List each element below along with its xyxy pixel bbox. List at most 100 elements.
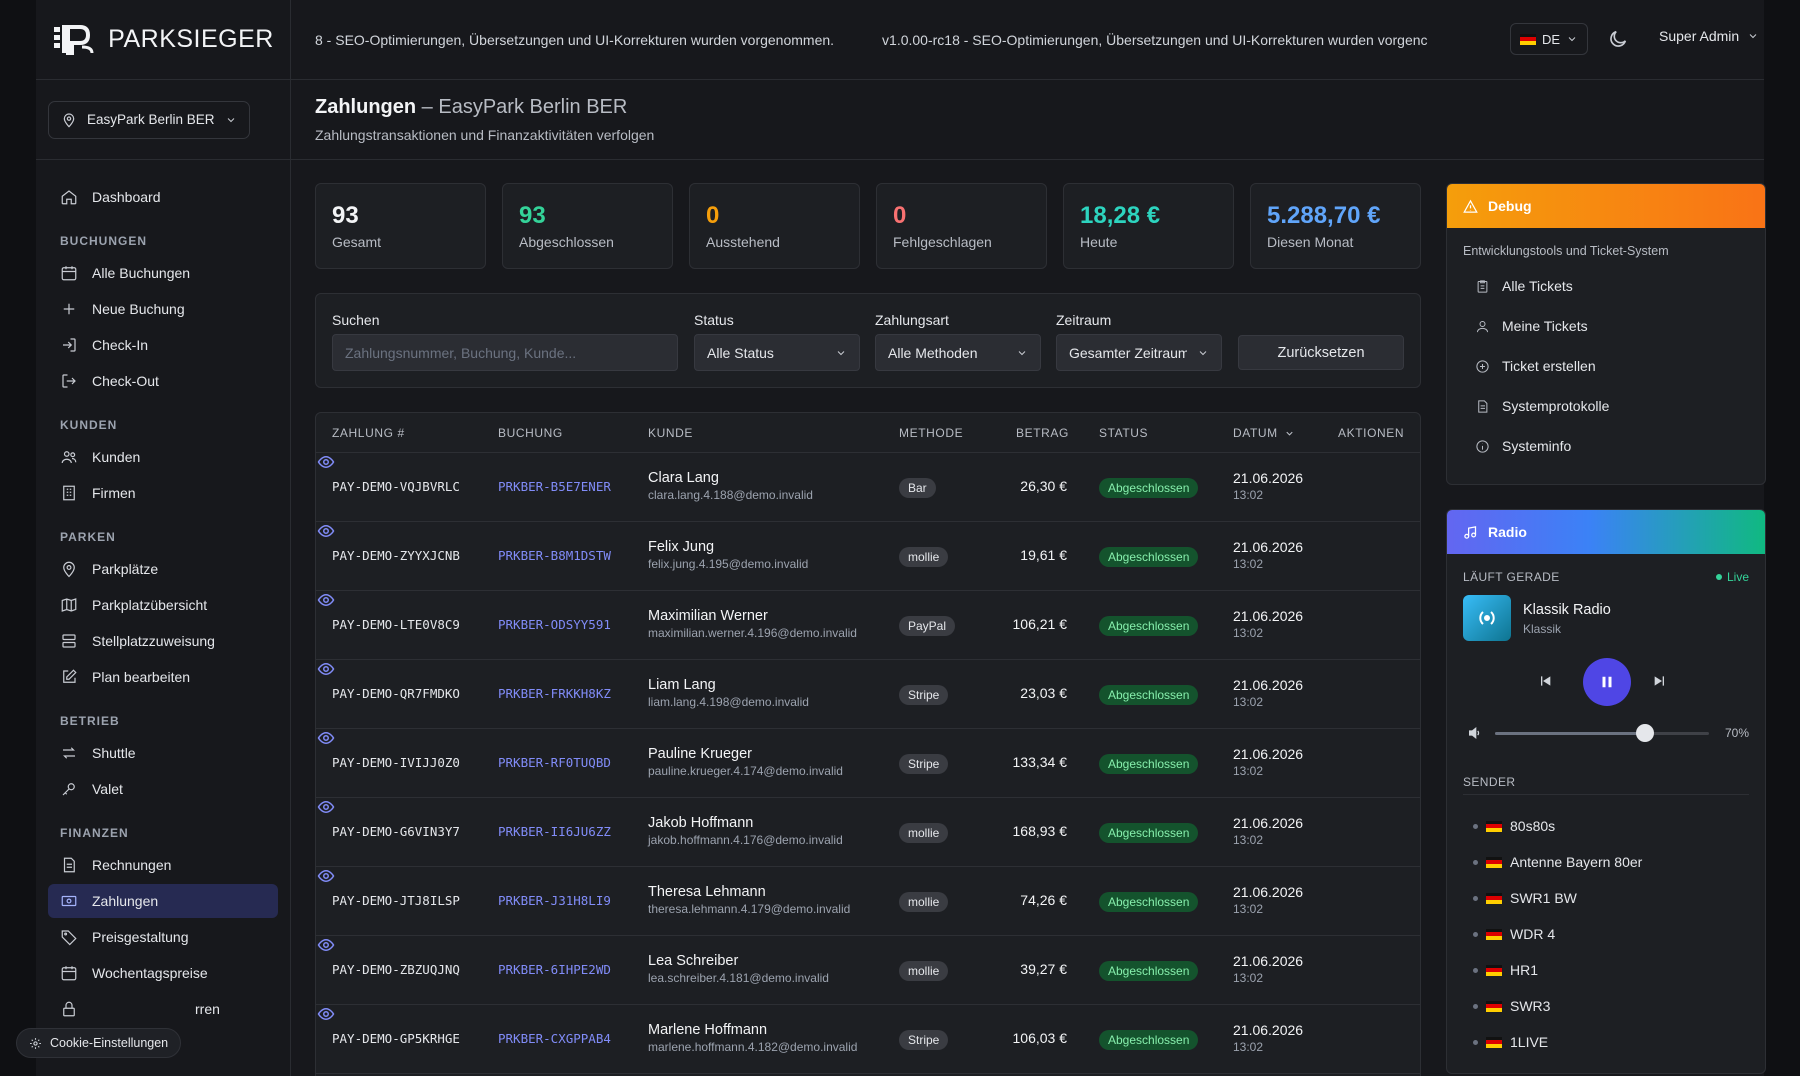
- page-title-sep: –: [416, 96, 439, 118]
- debug-item-alle-tickets[interactable]: Alle Tickets: [1447, 266, 1765, 306]
- sender-item[interactable]: 1LIVE: [1473, 1024, 1642, 1060]
- user-menu[interactable]: Super Admin: [1659, 28, 1759, 44]
- volume-icon[interactable]: [1467, 725, 1483, 741]
- next-icon[interactable]: [1652, 673, 1668, 689]
- col-header-datum[interactable]: DATUM: [1233, 426, 1295, 440]
- home-icon: [61, 190, 77, 205]
- sidebar-item-label: Firmen: [92, 485, 136, 501]
- table-row[interactable]: PAY-DEMO-LTE0V8C9 PRKBER-ODSYY591 Maximili…: [316, 591, 1420, 660]
- eye-icon[interactable]: [316, 591, 336, 609]
- pause-button[interactable]: [1583, 658, 1631, 706]
- sidebar-item-valet[interactable]: Valet: [48, 772, 278, 806]
- radio-panel-header[interactable]: Radio: [1447, 510, 1765, 554]
- app-shell: PARKSIEGER EasyPark Berlin BER Dashboard…: [36, 0, 1766, 1076]
- sidebar-item-plan-bearbeiten[interactable]: Plan bearbeiten: [48, 660, 278, 694]
- col-header-betrag[interactable]: BETRAG: [1016, 426, 1069, 440]
- sidebar-item-parkplaetze[interactable]: Parkplätze: [48, 552, 278, 586]
- table-row[interactable]: PAY-DEMO-VQJBVRLC PRKBER-B5E7ENER Clara La…: [316, 453, 1420, 522]
- booking-link[interactable]: PRKBER-FRKKH8KZ: [498, 686, 611, 701]
- table-row[interactable]: PAY-DEMO-IVIJJ0Z0 PRKBER-RF0TUQBD Pauline …: [316, 729, 1420, 798]
- sidebar-item-firmen[interactable]: Firmen: [48, 476, 278, 510]
- sender-item[interactable]: HR1: [1473, 952, 1642, 988]
- sender-item[interactable]: SWR1 BW: [1473, 880, 1642, 916]
- eye-icon[interactable]: [316, 1005, 336, 1023]
- cookie-settings-button[interactable]: Cookie-Einstellungen: [16, 1028, 182, 1058]
- status-dot: [1473, 1039, 1478, 1045]
- sidebar-item-label: Alle Buchungen: [92, 265, 191, 281]
- sidebar-item-rechnungen[interactable]: Rechnungen: [48, 848, 278, 882]
- sidebar-item-neue-buchung[interactable]: Neue Buchung: [48, 292, 278, 326]
- sidebar-item-dashboard[interactable]: Dashboard: [48, 180, 278, 214]
- table-row[interactable]: PAY-DEMO-ZYYXJCNB PRKBER-B8M1DSTW Felix Ju…: [316, 522, 1420, 591]
- debug-panel-header[interactable]: Debug: [1447, 184, 1765, 228]
- stat-value: 0: [706, 202, 720, 229]
- eye-icon[interactable]: [316, 453, 336, 471]
- sender-item[interactable]: WDR 4: [1473, 916, 1642, 952]
- sidebar-item-shuttle[interactable]: Shuttle: [48, 736, 278, 770]
- eye-icon[interactable]: [316, 798, 336, 816]
- sidebar-item-check-out[interactable]: Check-Out: [48, 364, 278, 398]
- amount: 26,30 €: [1020, 478, 1067, 494]
- eye-icon[interactable]: [316, 729, 336, 747]
- debug-item-ticket-erstellen[interactable]: Ticket erstellen: [1447, 346, 1765, 386]
- customer-cell: Theresa Lehmann theresa.lehmann.4.179@dem…: [648, 884, 850, 916]
- language-selector[interactable]: DE: [1510, 23, 1588, 55]
- sidebar-item-wochentagspreise[interactable]: Wochentagspreise: [48, 956, 278, 990]
- customer-email: theresa.lehmann.4.179@demo.invalid: [648, 902, 851, 916]
- status-select[interactable]: Alle Status: [694, 334, 860, 371]
- table-row[interactable]: PAY-DEMO-QR7FMDKO PRKBER-FRKKH8KZ Liam Lan…: [316, 660, 1420, 729]
- cookie-settings-label: Cookie-Einstellungen: [50, 1036, 169, 1050]
- eye-icon[interactable]: [316, 936, 336, 954]
- sender-item[interactable]: Antenne Bayern 80er: [1473, 844, 1642, 880]
- booking-link[interactable]: PRKBER-ODSYY591: [498, 617, 611, 632]
- reset-button[interactable]: Zurücksetzen: [1238, 335, 1404, 370]
- eye-icon[interactable]: [316, 522, 336, 540]
- date-cell: 21.06.2026 13:02: [1233, 884, 1303, 916]
- eye-icon[interactable]: [316, 867, 336, 885]
- method-select[interactable]: Alle Methoden: [875, 334, 1041, 371]
- sidebar-item-stellplatzzuweisung[interactable]: Stellplatzzuweisung: [48, 624, 278, 658]
- col-header-zahlung[interactable]: ZAHLUNG #: [332, 426, 405, 440]
- sender-item[interactable]: SWR3: [1473, 988, 1642, 1024]
- table-row[interactable]: PAY-DEMO-JTJ8ILSP PRKBER-J31H8LI9 Theresa …: [316, 867, 1420, 936]
- sidebar-item-check-in[interactable]: Check-In: [48, 328, 278, 362]
- booking-link[interactable]: PRKBER-II6JU6ZZ: [498, 824, 611, 839]
- sidebar-item-kunden[interactable]: Kunden: [48, 440, 278, 474]
- status-badge: Abgeschlossen: [1099, 823, 1199, 843]
- debug-item-systeminfo[interactable]: Systeminfo: [1447, 426, 1765, 466]
- sidebar-item-sperren[interactable]: rren: [48, 992, 278, 1026]
- booking-link[interactable]: PRKBER-6IHPE2WD: [498, 962, 611, 977]
- stat-card-diesen-monat: 5.288,70 € Diesen Monat: [1250, 183, 1421, 269]
- brand-logo[interactable]: PARKSIEGER: [36, 0, 290, 80]
- volume-slider[interactable]: [1495, 732, 1709, 735]
- table-row[interactable]: PAY-DEMO-ZBZUQJNQ PRKBER-6IHPE2WD Lea Schr…: [316, 936, 1420, 1005]
- col-header-methode[interactable]: METHODE: [899, 426, 964, 440]
- moon-icon[interactable]: [1607, 28, 1629, 50]
- booking-link[interactable]: PRKBER-B5E7ENER: [498, 479, 611, 494]
- booking-link[interactable]: PRKBER-B8M1DSTW: [498, 548, 611, 563]
- volume-handle[interactable]: [1635, 724, 1654, 742]
- location-selector[interactable]: EasyPark Berlin BER: [48, 100, 250, 139]
- col-header-kunde[interactable]: KUNDE: [648, 426, 694, 440]
- previous-icon[interactable]: [1537, 673, 1553, 689]
- eye-icon[interactable]: [316, 660, 336, 678]
- period-select[interactable]: Gesamter Zeitraum: [1056, 334, 1222, 371]
- booking-link[interactable]: PRKBER-RF0TUQBD: [498, 755, 611, 770]
- debug-item-meine-tickets[interactable]: Meine Tickets: [1447, 306, 1765, 346]
- col-header-buchung[interactable]: BUCHUNG: [498, 426, 563, 440]
- sidebar-item-alle-buchungen[interactable]: Alle Buchungen: [48, 256, 278, 290]
- table-row[interactable]: PAY-DEMO-G6VIN3Y7 PRKBER-II6JU6ZZ Jakob Ho…: [316, 798, 1420, 867]
- status-dot: [1473, 895, 1478, 901]
- date-cell: 21.06.2026 13:02: [1233, 1022, 1303, 1054]
- sidebar-item-preisgestaltung[interactable]: Preisgestaltung: [48, 920, 278, 954]
- booking-link[interactable]: PRKBER-J31H8LI9: [498, 893, 611, 908]
- booking-link[interactable]: PRKBER-CXGPPAB4: [498, 1031, 611, 1046]
- sidebar-item-parkplatzuebersicht[interactable]: Parkplatzübersicht: [48, 588, 278, 622]
- col-header-status[interactable]: STATUS: [1099, 426, 1149, 440]
- sidebar-item-zahlungen[interactable]: Zahlungen: [48, 884, 278, 918]
- chevron-down-icon: [227, 117, 234, 122]
- table-row[interactable]: PAY-DEMO-GP5KRHGE PRKBER-CXGPPAB4 Marlene …: [316, 1005, 1420, 1074]
- debug-item-systemprotokolle[interactable]: Systemprotokolle: [1447, 386, 1765, 426]
- search-input[interactable]: Zahlungsnummer, Buchung, Kunde...: [332, 334, 678, 371]
- sender-item[interactable]: 80s80s: [1473, 808, 1642, 844]
